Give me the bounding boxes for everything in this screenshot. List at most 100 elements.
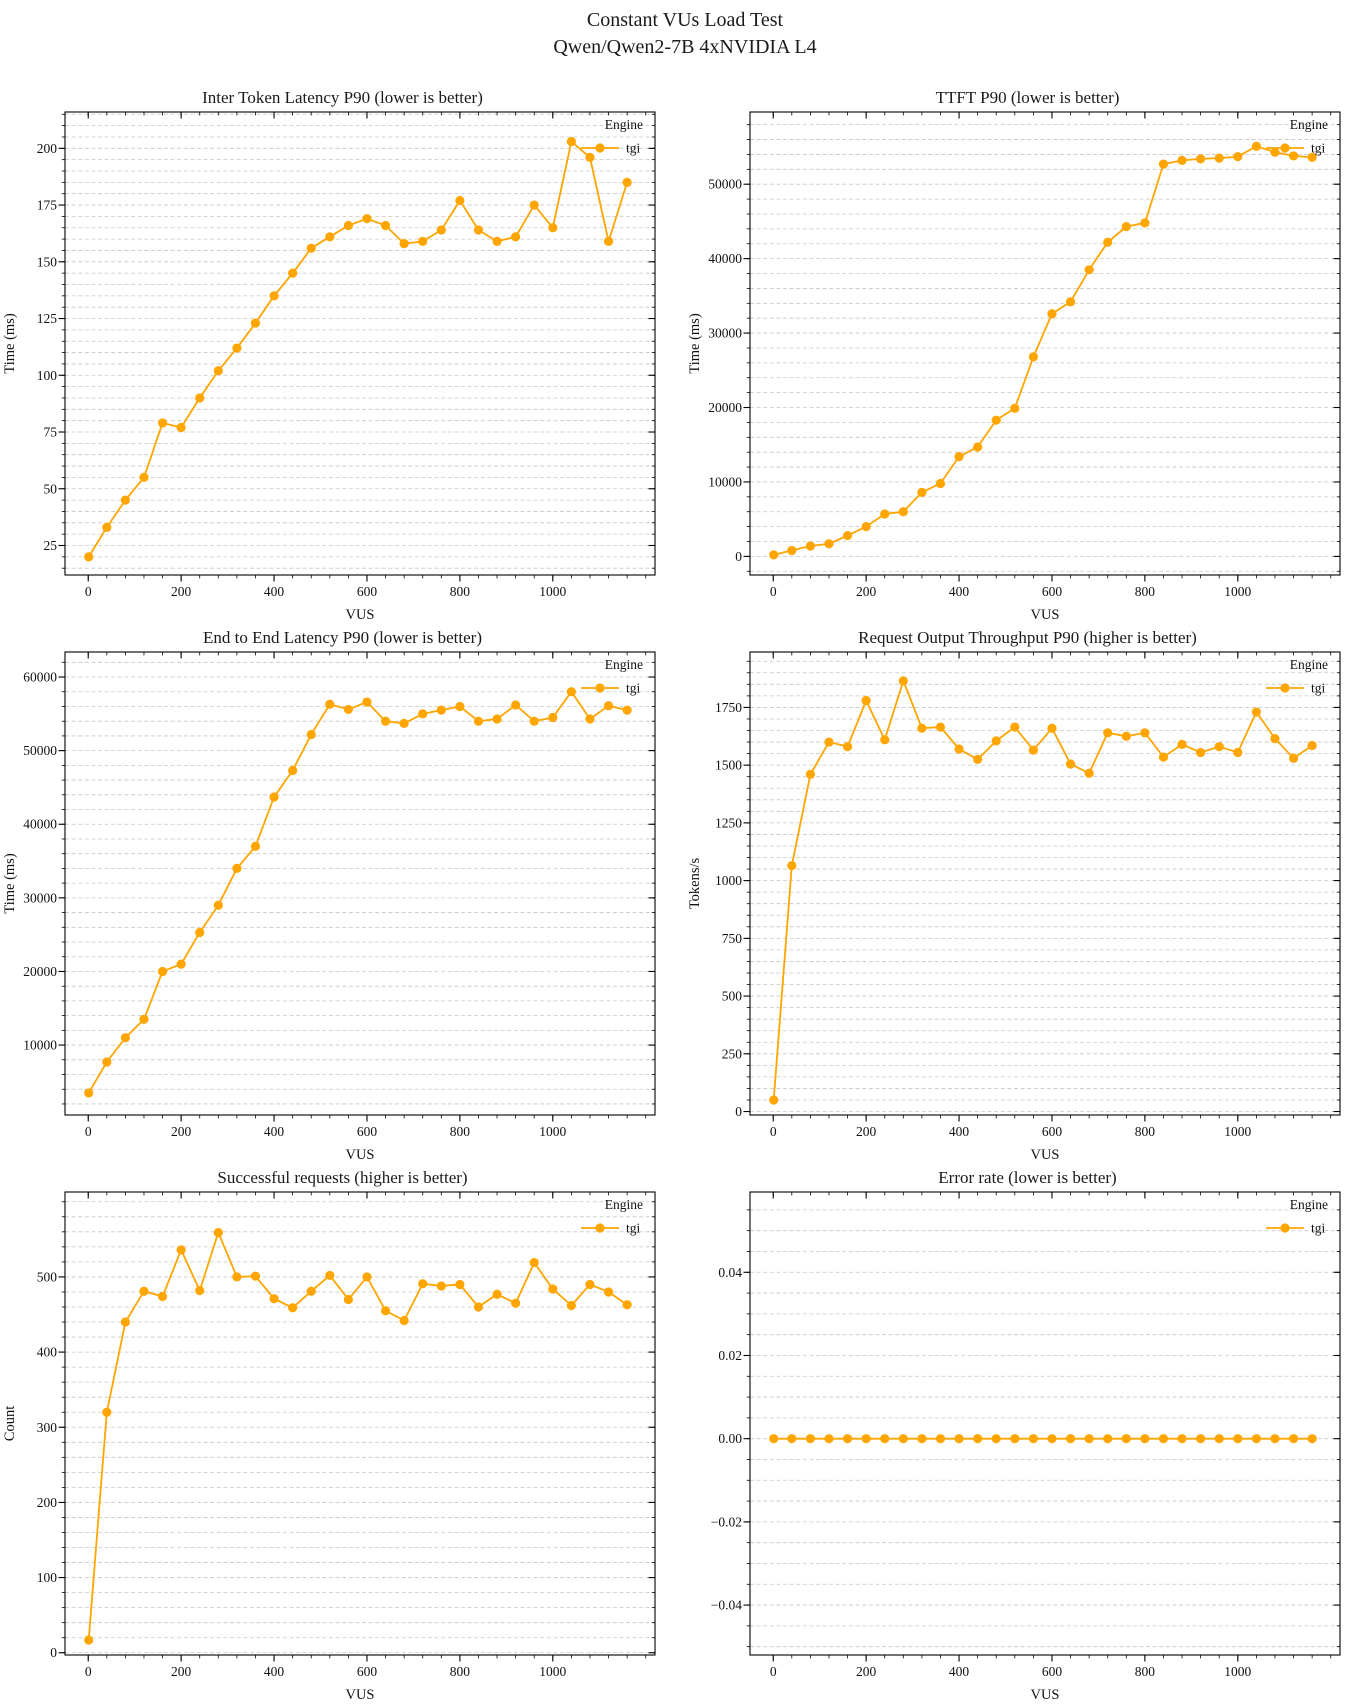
series-tgi bbox=[769, 1434, 1317, 1444]
chart-canvas-2: 0 200 400 600 800 1000 10000 20000 30000 40000 500… bbox=[2, 651, 656, 1163]
data-point bbox=[102, 522, 112, 532]
data-point bbox=[269, 1294, 279, 1304]
x-ticks: 0 200 400 600 800 1000 bbox=[85, 1192, 647, 1679]
x-tick-label: 400 bbox=[264, 1124, 285, 1139]
x-tick-label: 400 bbox=[264, 1664, 285, 1679]
plot-frame bbox=[749, 651, 1341, 1116]
x-tick-label: 600 bbox=[357, 1124, 378, 1139]
legend-title: Engine bbox=[605, 117, 643, 132]
legend-marker bbox=[595, 143, 605, 153]
data-point bbox=[585, 1279, 595, 1290]
data-point bbox=[325, 1270, 335, 1281]
data-point bbox=[917, 487, 927, 497]
x-tick-label: 600 bbox=[1042, 1664, 1063, 1679]
data-point bbox=[269, 291, 279, 301]
x-tick-label: 600 bbox=[357, 584, 378, 599]
chart-error-rate: Error rate (lower is better) 0 200 400 600 8… bbox=[685, 1165, 1370, 1705]
data-point bbox=[1158, 159, 1169, 169]
data-point bbox=[805, 769, 815, 779]
chart-canvas-4: 0 200 400 600 800 1000 0 100 200 300 400 500 VUS Coun… bbox=[2, 1191, 656, 1703]
x-tick-label: 600 bbox=[1042, 1124, 1063, 1139]
y-tick-label: 60000 bbox=[23, 670, 57, 685]
x-tick-label: 1000 bbox=[539, 1124, 566, 1139]
data-point bbox=[973, 754, 983, 764]
x-ticks: 0 200 400 600 800 1000 bbox=[85, 652, 647, 1139]
data-point bbox=[805, 1434, 815, 1444]
y-tick-label: 20000 bbox=[23, 964, 57, 979]
x-tick-label: 200 bbox=[171, 584, 192, 599]
data-point bbox=[288, 1303, 298, 1313]
legend: Engine tgi bbox=[1266, 657, 1328, 696]
y-tick-label: 1750 bbox=[715, 700, 742, 715]
data-point bbox=[1103, 237, 1113, 247]
data-point bbox=[1047, 1434, 1057, 1444]
data-point bbox=[380, 716, 391, 726]
data-point bbox=[1140, 728, 1150, 738]
series-line bbox=[87, 139, 628, 558]
legend-title: Engine bbox=[605, 1197, 643, 1212]
data-point bbox=[195, 1285, 205, 1296]
data-point bbox=[343, 220, 353, 231]
data-point bbox=[250, 318, 261, 328]
data-point bbox=[306, 243, 316, 253]
y-tick-label: 100 bbox=[37, 1570, 58, 1585]
data-point bbox=[1140, 218, 1150, 228]
data-point bbox=[935, 722, 946, 732]
x-tick-label: 600 bbox=[357, 1664, 378, 1679]
legend-series-label: tgi bbox=[1311, 141, 1326, 156]
y-tick-label: 125 bbox=[37, 311, 58, 326]
data-point bbox=[1307, 1434, 1317, 1444]
data-point bbox=[399, 718, 409, 729]
data-point bbox=[973, 1434, 983, 1444]
data-point bbox=[1065, 1434, 1076, 1444]
data-point bbox=[1010, 1434, 1020, 1444]
y-axis-label: Count bbox=[2, 1406, 18, 1441]
y-tick-label: 175 bbox=[37, 198, 58, 213]
legend: Engine tgi bbox=[1266, 1197, 1328, 1236]
data-point bbox=[120, 495, 130, 505]
data-point bbox=[176, 422, 186, 433]
data-point bbox=[343, 704, 353, 715]
data-point bbox=[898, 507, 908, 517]
data-point bbox=[603, 1287, 614, 1297]
data-point bbox=[436, 705, 446, 715]
data-point bbox=[1251, 141, 1261, 151]
data-point bbox=[880, 509, 890, 519]
data-point bbox=[548, 223, 558, 233]
legend-title: Engine bbox=[605, 657, 643, 672]
y-tick-label: 0.04 bbox=[718, 1265, 742, 1280]
x-tick-label: 0 bbox=[85, 1124, 92, 1139]
data-point bbox=[511, 232, 521, 242]
y-axis-label: Time (ms) bbox=[2, 313, 18, 373]
data-point bbox=[455, 701, 465, 712]
chart-canvas-1: 0 200 400 600 800 100001000020000300004000050… bbox=[687, 111, 1341, 623]
x-tick-label: 1000 bbox=[1224, 584, 1251, 599]
chart-ttft: TTFT P90 (lower is better) 0 200 400 600 800… bbox=[685, 85, 1370, 625]
y-tick-label: 20000 bbox=[708, 400, 742, 415]
data-point bbox=[1307, 740, 1317, 751]
y-tick-label: 40000 bbox=[23, 817, 57, 832]
data-point bbox=[1010, 722, 1020, 732]
data-point bbox=[861, 1434, 871, 1444]
data-point bbox=[139, 472, 149, 483]
y-axis-label: Time (ms) bbox=[687, 313, 703, 373]
charts-grid: Inter Token Latency P90 (lower is better… bbox=[0, 85, 1370, 1705]
data-point bbox=[1270, 733, 1280, 744]
y-axis-label: Time (ms) bbox=[2, 853, 18, 913]
data-point bbox=[1233, 1434, 1243, 1444]
data-point bbox=[805, 541, 815, 551]
data-point bbox=[1065, 297, 1076, 307]
data-point bbox=[787, 1434, 797, 1444]
data-point bbox=[991, 415, 1001, 425]
data-point bbox=[1158, 1434, 1169, 1444]
y-tick-label: 50000 bbox=[23, 743, 57, 758]
data-point bbox=[1010, 403, 1020, 413]
data-point bbox=[548, 1284, 558, 1294]
y-tick-label: 1250 bbox=[715, 815, 742, 830]
x-tick-label: 400 bbox=[949, 1124, 970, 1139]
series-tgi bbox=[84, 1227, 632, 1645]
x-tick-label: 200 bbox=[856, 1124, 877, 1139]
chart-request-output-throughput: Request Output Throughput P90 (higher is… bbox=[685, 625, 1370, 1165]
data-point bbox=[1307, 152, 1317, 163]
data-point bbox=[343, 1294, 353, 1305]
